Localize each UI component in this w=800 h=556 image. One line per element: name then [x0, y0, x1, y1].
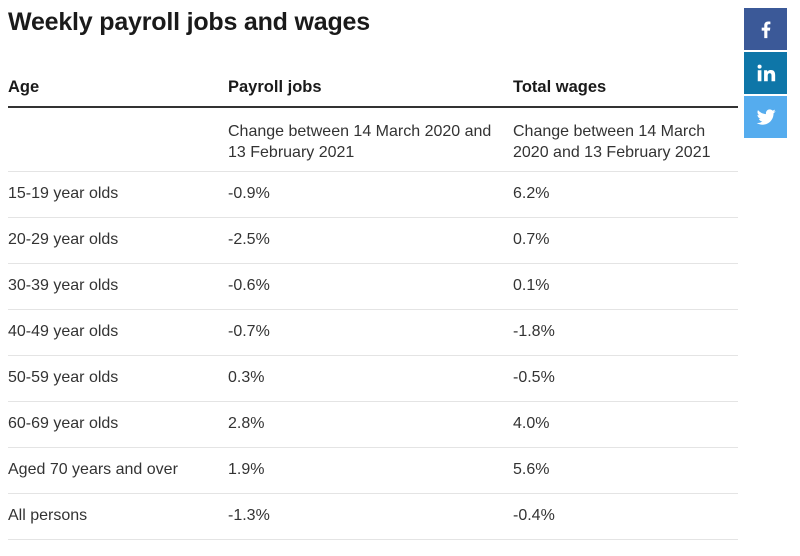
social-share-bar — [744, 8, 787, 140]
table-row: Aged 70 years and over 1.9% 5.6% — [8, 447, 738, 494]
table-row: 40-49 year olds -0.7% -1.8% — [8, 309, 738, 356]
table-subheader-row: Change between 14 March 2020 and 13 Febr… — [8, 107, 738, 172]
row-total-wages: 4.0% — [513, 401, 738, 448]
row-total-wages: 6.2% — [513, 171, 738, 218]
header-age: Age — [8, 68, 228, 108]
row-total-wages: -1.8% — [513, 309, 738, 356]
header-payroll-jobs: Payroll jobs — [228, 68, 513, 108]
row-total-wages: 0.7% — [513, 217, 738, 264]
table-header-row: Age Payroll jobs Total wages — [8, 68, 738, 108]
row-age: 30-39 year olds — [8, 263, 228, 310]
row-total-wages: 0.1% — [513, 263, 738, 310]
row-payroll-jobs: -1.3% — [228, 493, 513, 540]
table-row: 50-59 year olds 0.3% -0.5% — [8, 355, 738, 402]
row-payroll-jobs: -0.6% — [228, 263, 513, 310]
header-total-wages: Total wages — [513, 68, 738, 108]
subheader-total-wages: Change between 14 March 2020 and 13 Febr… — [513, 107, 738, 172]
payroll-table: Age Payroll jobs Total wages Change betw… — [8, 68, 738, 540]
row-total-wages: -0.5% — [513, 355, 738, 402]
twitter-icon — [756, 109, 776, 125]
row-payroll-jobs: -0.7% — [228, 309, 513, 356]
row-payroll-jobs: 2.8% — [228, 401, 513, 448]
row-age: 60-69 year olds — [8, 401, 228, 448]
row-payroll-jobs: 1.9% — [228, 447, 513, 494]
row-total-wages: -0.4% — [513, 493, 738, 540]
row-payroll-jobs: 0.3% — [228, 355, 513, 402]
table-row: 20-29 year olds -2.5% 0.7% — [8, 217, 738, 264]
table-row: 60-69 year olds 2.8% 4.0% — [8, 401, 738, 448]
linkedin-share-button[interactable] — [744, 52, 787, 94]
subheader-age — [8, 107, 228, 172]
table-row: All persons -1.3% -0.4% — [8, 493, 738, 540]
table-row: 15-19 year olds -0.9% 6.2% — [8, 171, 738, 218]
row-age: Aged 70 years and over — [8, 447, 228, 494]
row-age: 50-59 year olds — [8, 355, 228, 402]
twitter-share-button[interactable] — [744, 96, 787, 138]
row-total-wages: 5.6% — [513, 447, 738, 494]
subheader-payroll-jobs: Change between 14 March 2020 and 13 Febr… — [228, 107, 513, 172]
linkedin-icon — [757, 64, 775, 82]
table-row: 30-39 year olds -0.6% 0.1% — [8, 263, 738, 310]
row-age: All persons — [8, 493, 228, 540]
row-age: 40-49 year olds — [8, 309, 228, 356]
facebook-icon — [761, 21, 770, 39]
page-title: Weekly payroll jobs and wages — [8, 8, 370, 36]
facebook-share-button[interactable] — [744, 8, 787, 50]
row-age: 15-19 year olds — [8, 171, 228, 218]
row-payroll-jobs: -2.5% — [228, 217, 513, 264]
row-age: 20-29 year olds — [8, 217, 228, 264]
row-payroll-jobs: -0.9% — [228, 171, 513, 218]
